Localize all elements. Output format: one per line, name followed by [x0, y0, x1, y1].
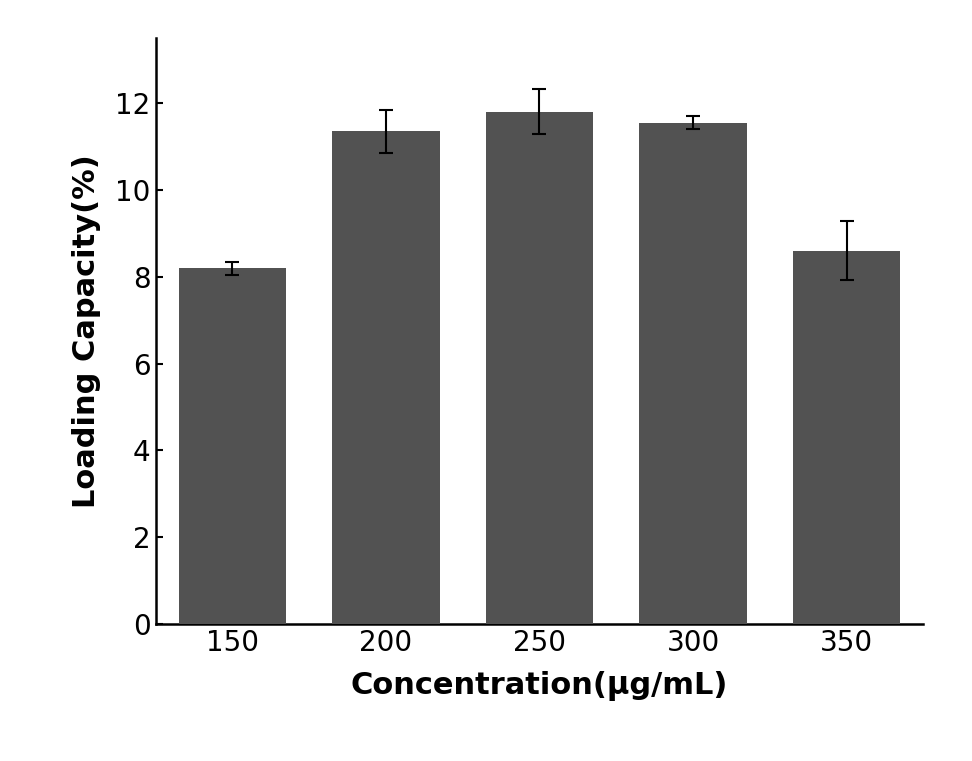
Bar [332, 132, 439, 624]
Bar [793, 250, 900, 624]
Bar [179, 268, 286, 624]
Bar [486, 112, 593, 624]
Bar [640, 123, 746, 624]
Y-axis label: Loading Capacity(%): Loading Capacity(%) [72, 154, 101, 508]
X-axis label: Concentration(μg/mL): Concentration(μg/mL) [351, 670, 728, 701]
